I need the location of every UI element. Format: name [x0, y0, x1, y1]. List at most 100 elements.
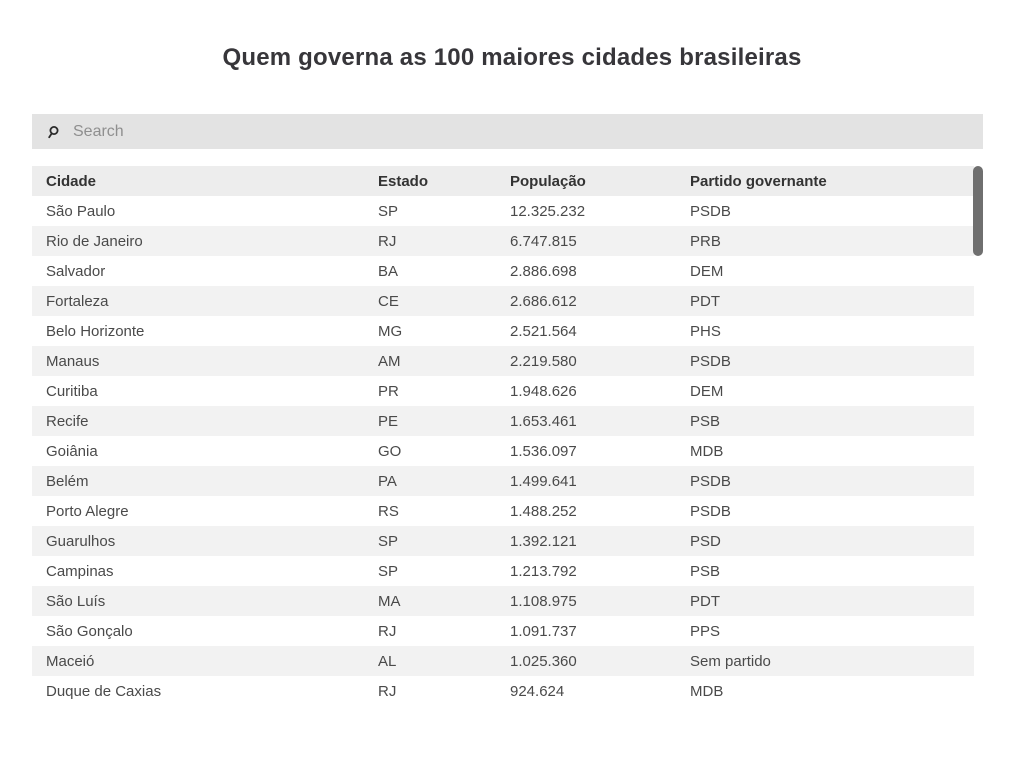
cell-estado: BA [378, 262, 399, 280]
cell-partido: DEM [690, 382, 724, 400]
cell-populacao: 1.025.360 [510, 646, 690, 676]
scrollbar-thumb[interactable] [973, 166, 983, 256]
cell-estado: RJ [378, 226, 510, 256]
cell-estado: PR [378, 382, 399, 400]
cell-cidade: Campinas [46, 562, 114, 580]
cell-cidade: Fortaleza [32, 286, 378, 316]
table-row: Curitiba PR 1.948.626 DEM [32, 376, 974, 406]
table-row: Fortaleza CE 2.686.612 PDT [32, 286, 974, 316]
data-table: Cidade Estado População Partido governan… [32, 166, 974, 700]
cell-populacao: 12.325.232 [510, 202, 586, 220]
search-icon [48, 125, 62, 139]
cell-cidade: Salvador [46, 262, 106, 280]
table-row: Recife PE 1.653.461 PSB [32, 406, 974, 436]
cell-populacao: 1.392.121 [510, 526, 690, 556]
cell-populacao: 1.653.461 [510, 406, 690, 436]
cell-partido: PSB [690, 562, 721, 580]
cell-cidade: Curitiba [46, 382, 98, 400]
column-header-partido[interactable]: Partido governante [690, 166, 974, 196]
cell-populacao: 1.108.975 [510, 586, 690, 616]
table-row: Goiânia GO 1.536.097 MDB [32, 436, 974, 466]
cell-partido: PPS [690, 622, 721, 640]
table-row: São Luís MA 1.108.975 PDT [32, 586, 974, 616]
cell-estado: AM [378, 346, 510, 376]
cell-cidade: Porto Alegre [46, 502, 129, 520]
column-header-cidade[interactable]: Cidade [32, 166, 378, 196]
column-header-estado[interactable]: Estado [378, 166, 510, 196]
cell-estado: MG [378, 322, 403, 340]
cell-estado: PE [378, 406, 510, 436]
table-row: Guarulhos SP 1.392.121 PSD [32, 526, 974, 556]
cell-cidade: Belo Horizonte [46, 322, 145, 340]
cell-partido: PSDB [690, 466, 974, 496]
table-row: Belo Horizonte MG 2.521.564 PHS [32, 316, 974, 346]
cell-cidade: São Paulo [46, 202, 116, 220]
cell-estado: RS [378, 502, 399, 520]
cell-estado: GO [378, 442, 402, 460]
table-row: Salvador BA 2.886.698 DEM [32, 256, 974, 286]
table-row: Porto Alegre RS 1.488.252 PSDB [32, 496, 974, 526]
cell-partido: DEM [690, 262, 724, 280]
cell-populacao: 1.213.792 [510, 562, 577, 580]
cell-cidade: Guarulhos [32, 526, 378, 556]
cell-populacao: 924.624 [510, 682, 565, 700]
cell-cidade: Rio de Janeiro [32, 226, 378, 256]
table-row: Maceió AL 1.025.360 Sem partido [32, 646, 974, 676]
cell-populacao: 1.948.626 [510, 382, 577, 400]
cell-populacao: 2.686.612 [510, 286, 690, 316]
cell-estado: PA [378, 466, 510, 496]
table-header-row: Cidade Estado População Partido governan… [32, 166, 974, 196]
table-row: São Paulo SP 12.325.232 PSDB [32, 196, 974, 226]
table-header: Cidade Estado População Partido governan… [32, 166, 974, 196]
cell-estado: SP [378, 202, 399, 220]
cell-estado: SP [378, 562, 399, 580]
table-container: Cidade Estado População Partido governan… [32, 166, 974, 700]
cell-partido: PSB [690, 406, 974, 436]
cell-partido: PDT [690, 586, 974, 616]
cell-cidade: Maceió [32, 646, 378, 676]
cell-populacao: 1.499.641 [510, 466, 690, 496]
page-title: Quem governa as 100 maiores cidades bras… [222, 44, 802, 71]
search-bar[interactable] [32, 114, 983, 149]
cell-partido: PSDB [690, 502, 731, 520]
column-header-populacao[interactable]: População [510, 166, 690, 196]
cell-cidade: Manaus [32, 346, 378, 376]
search-input[interactable] [71, 121, 935, 142]
cell-partido: MDB [690, 442, 724, 460]
cell-partido: PSDB [690, 202, 731, 220]
table-row: Rio de Janeiro RJ 6.747.815 PRB [32, 226, 974, 256]
cell-cidade: Goiânia [46, 442, 98, 460]
cell-populacao: 1.536.097 [510, 442, 577, 460]
cell-partido: PHS [690, 322, 721, 340]
cell-populacao: 2.886.698 [510, 262, 577, 280]
cell-partido: PSD [690, 526, 974, 556]
cell-partido: Sem partido [690, 646, 974, 676]
cell-partido: PRB [690, 226, 974, 256]
cell-cidade: Recife [32, 406, 378, 436]
table-row: Belém PA 1.499.641 PSDB [32, 466, 974, 496]
table-row: Duque de Caxias RJ 924.624 MDB [32, 676, 974, 700]
table-body: São Paulo SP 12.325.232 PSDB Rio de Jane… [32, 196, 974, 700]
table-row: São Gonçalo RJ 1.091.737 PPS [32, 616, 974, 646]
cell-estado: RJ [378, 622, 397, 640]
cell-populacao: 6.747.815 [510, 226, 690, 256]
cell-populacao: 1.091.737 [510, 622, 577, 640]
cell-estado: AL [378, 646, 510, 676]
cell-populacao: 2.219.580 [510, 346, 690, 376]
cell-estado: SP [378, 526, 510, 556]
cell-estado: MA [378, 586, 510, 616]
cell-populacao: 2.521.564 [510, 322, 577, 340]
cell-cidade: Duque de Caxias [46, 682, 162, 700]
table-row: Campinas SP 1.213.792 PSB [32, 556, 974, 586]
cell-estado: RJ [378, 682, 397, 700]
cell-populacao: 1.488.252 [510, 502, 577, 520]
cell-partido: PSDB [690, 346, 974, 376]
cell-estado: CE [378, 286, 510, 316]
cell-cidade: São Gonçalo [46, 622, 133, 640]
table-row: Manaus AM 2.219.580 PSDB [32, 346, 974, 376]
cell-cidade: Belém [32, 466, 378, 496]
cell-partido: MDB [690, 682, 724, 700]
cell-partido: PDT [690, 286, 974, 316]
cell-cidade: São Luís [32, 586, 378, 616]
